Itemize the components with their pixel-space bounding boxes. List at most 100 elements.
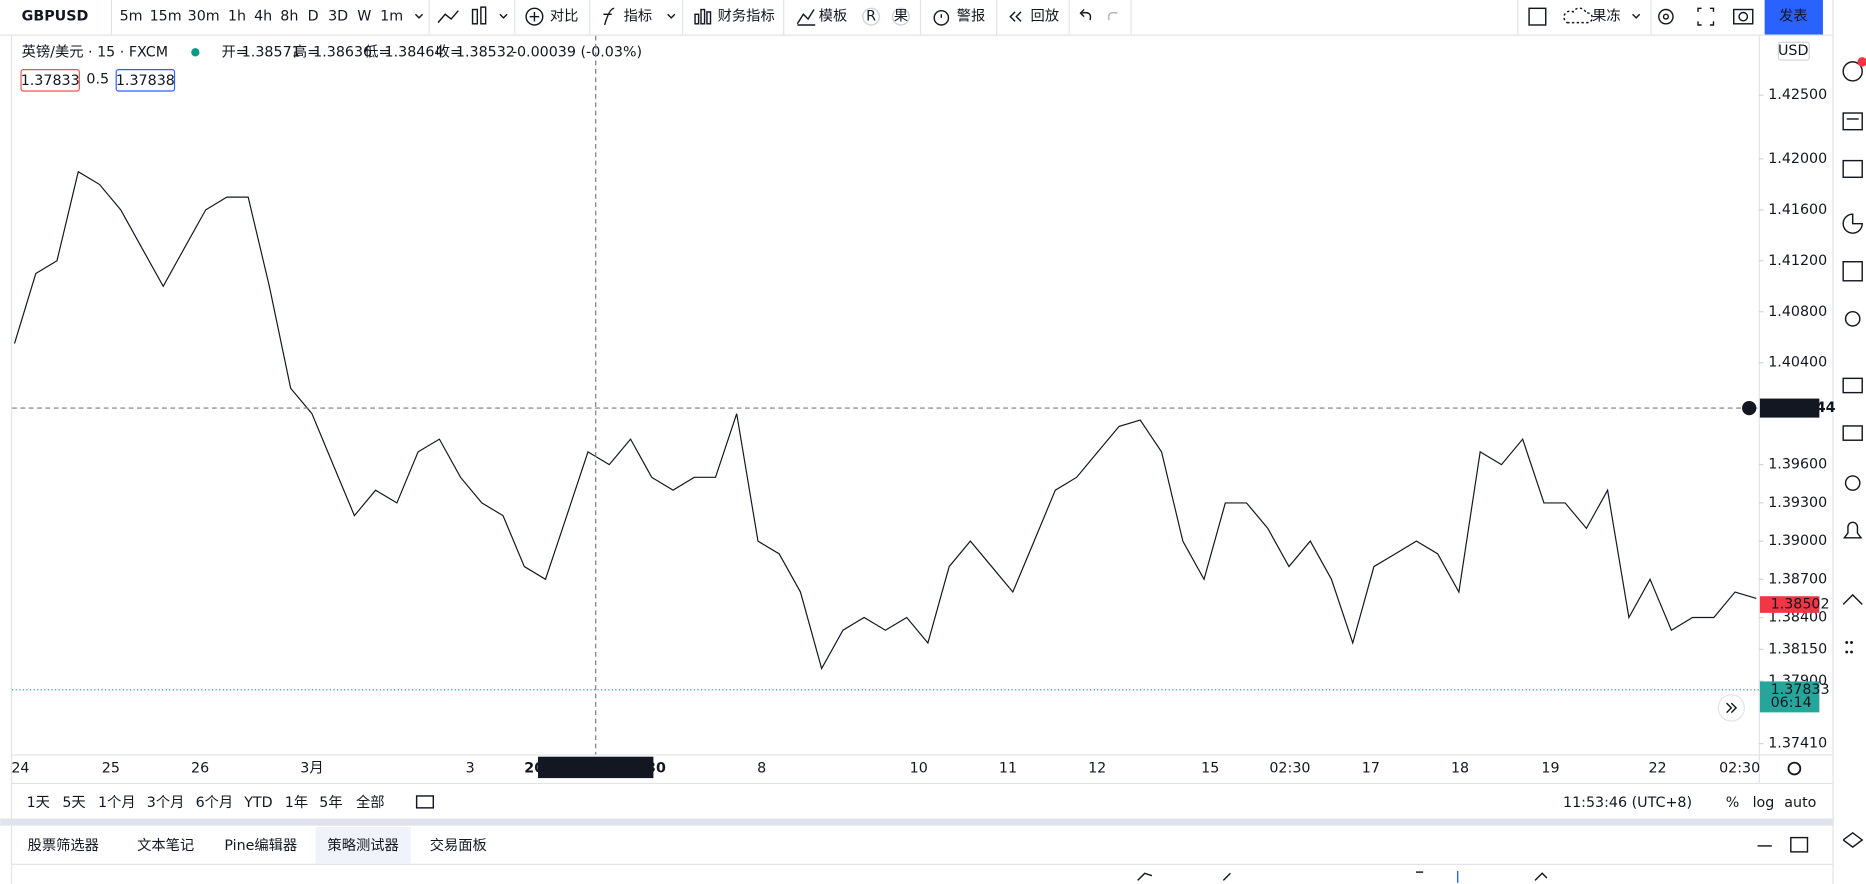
- indicators-button[interactable]: 指标: [624, 8, 653, 25]
- time-tick-label: 15: [1201, 761, 1219, 777]
- scroll-icon: [1726, 702, 1738, 714]
- time-tick-label: 3月: [300, 761, 323, 777]
- panel-tab[interactable]: 策略测试器: [327, 837, 398, 854]
- interval-button[interactable]: D: [308, 9, 319, 25]
- price-tick-label: 1.38700: [1768, 571, 1827, 587]
- time-tick-label: 10: [910, 761, 928, 777]
- currency: USD: [1778, 43, 1808, 59]
- price-tick-label: 1.39600: [1768, 457, 1827, 473]
- time-tick-label: 12: [1088, 761, 1106, 777]
- ohlc-value: 1.38464: [385, 44, 444, 60]
- layout-name[interactable]: 果冻: [1592, 7, 1621, 25]
- interval-button[interactable]: 5m: [120, 9, 143, 25]
- replay-button[interactable]: 回放: [1031, 8, 1060, 25]
- panel-divider: [0, 818, 1833, 826]
- price-tick-label: 1.39000: [1768, 533, 1827, 549]
- range-button[interactable]: 6个月: [196, 794, 234, 811]
- panel-tab[interactable]: 文本笔记: [137, 837, 194, 854]
- badge: R: [866, 9, 876, 25]
- panel-tab[interactable]: 交易面板: [430, 836, 487, 854]
- time-tick-label: 3: [466, 761, 475, 777]
- toolbar-separators: [110, 0, 1652, 35]
- interval-button[interactable]: 1m: [380, 9, 403, 25]
- range-button[interactable]: 1天: [27, 795, 50, 811]
- interval-button[interactable]: W: [357, 9, 371, 25]
- publish-button[interactable]: [1764, 0, 1823, 35]
- scale-button[interactable]: auto: [1784, 795, 1816, 811]
- price-tick-label: 1.40800: [1768, 304, 1827, 320]
- price-tick-label: 1.37410: [1768, 736, 1827, 752]
- last-price-label: 1.38502: [1771, 597, 1830, 613]
- price-tick-label: 1.41200: [1768, 253, 1827, 269]
- time-tick-label: 02:30: [1269, 761, 1310, 777]
- scale-button[interactable]: %: [1726, 795, 1740, 811]
- interval-button[interactable]: 8h: [280, 9, 298, 25]
- crosshair-time-label: 2021-03-04 09:30: [524, 761, 666, 777]
- ohlc-value: 1.38636: [313, 44, 372, 60]
- time-tick-label: 24: [11, 761, 29, 777]
- price-tick-label: 1.40400: [1768, 355, 1827, 371]
- sidebar-icons: [1842, 57, 1866, 849]
- settings-icon[interactable]: [1787, 761, 1802, 776]
- time-tick-label: 25: [102, 761, 120, 777]
- ohlc-value: 1.38532: [456, 44, 515, 60]
- range-button[interactable]: 5年: [319, 794, 342, 811]
- interval-button[interactable]: 1h: [228, 9, 246, 25]
- footer-icons: [415, 795, 1809, 883]
- price-tick-label: 1.38400: [1768, 610, 1827, 626]
- currency-box: [1777, 41, 1810, 61]
- ohlc-label: 收=: [436, 43, 462, 60]
- scale-button[interactable]: log: [1753, 795, 1775, 811]
- range-button[interactable]: 1个月: [98, 794, 136, 811]
- range-button[interactable]: 全部: [356, 793, 385, 811]
- financials-button[interactable]: 财务指标: [718, 8, 775, 25]
- range-button[interactable]: 3个月: [147, 794, 185, 811]
- ask-box: [115, 69, 176, 92]
- price-tick-label: 1.42000: [1768, 151, 1827, 167]
- panel-tab[interactable]: Pine编辑器: [224, 837, 297, 854]
- ohlc-label: 开=: [222, 44, 248, 60]
- price-tick-label: 1.38150: [1768, 641, 1827, 657]
- bid-price: 1.37833: [21, 73, 80, 89]
- interval-button[interactable]: 4h: [254, 9, 272, 25]
- range-button[interactable]: 5天: [62, 795, 85, 811]
- bid-box: [20, 69, 80, 92]
- spread: 0.5: [86, 72, 109, 88]
- time-tick-label: 8: [757, 761, 766, 777]
- status-dot: [191, 48, 200, 57]
- crosshair-time-tag: [537, 756, 654, 779]
- symbol: GBPUSD: [22, 9, 89, 25]
- range-button[interactable]: YTD: [243, 795, 272, 811]
- price-tick-label: 1.39300: [1768, 495, 1827, 511]
- interval-button[interactable]: 15m: [150, 9, 182, 25]
- price-tick-label: 1.42500: [1768, 87, 1827, 103]
- templates-button[interactable]: 模板: [819, 8, 848, 25]
- bid-tag: [1759, 681, 1820, 713]
- time-tick-label: 26: [191, 761, 209, 777]
- panel-tab[interactable]: 股票筛选器: [28, 837, 99, 854]
- compare-button[interactable]: 对比: [550, 8, 579, 25]
- bid-countdown: 06:14: [1771, 695, 1812, 711]
- interval-button[interactable]: 30m: [188, 9, 220, 25]
- bid-tag-label: 1.37833: [1771, 682, 1830, 698]
- add-order-button[interactable]: [1742, 400, 1757, 416]
- ohlc-value: 1.38571: [242, 44, 301, 60]
- crosshair-price-tag: [1759, 398, 1820, 418]
- series-name: 英镑/美元 · 15 · FXCM: [22, 42, 168, 60]
- time-tick-label: 18: [1451, 761, 1469, 777]
- interval-button[interactable]: 3D: [328, 9, 348, 25]
- badge: 果: [894, 9, 908, 25]
- dynamic-layer: GBPUSD 5m 15m 30m 1h 4h 8h D 3D W 1m 对比 指标 财务指标 模板 R 果 警报…: [11, 7, 1836, 864]
- change-value: -0.00039 (-0.03%): [512, 44, 642, 60]
- range-button[interactable]: 1年: [285, 794, 308, 811]
- price-tick-label: 1.41600: [1768, 202, 1827, 218]
- alert-button[interactable]: 警报: [957, 8, 986, 25]
- price-line: [13, 170, 1757, 671]
- publish-label: 发表: [1779, 8, 1808, 25]
- active-tab-bg: [315, 826, 411, 864]
- time-tick-label: 19: [1541, 761, 1559, 777]
- last-price-tag: [1759, 596, 1820, 613]
